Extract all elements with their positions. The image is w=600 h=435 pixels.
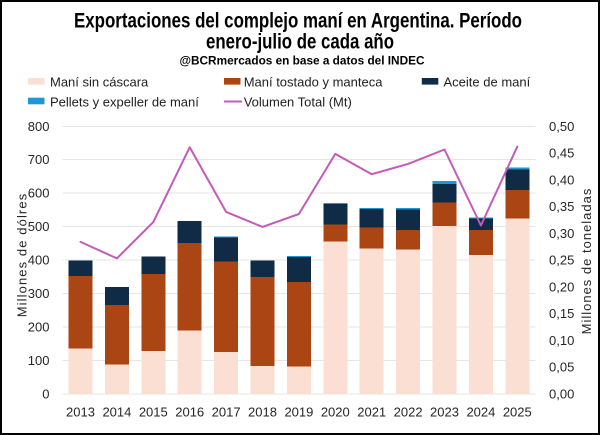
svg-text:500: 500 [28, 219, 50, 234]
svg-text:2025: 2025 [503, 404, 532, 419]
svg-text:Aceite de maní: Aceite de maní [444, 75, 531, 90]
svg-text:2015: 2015 [139, 404, 168, 419]
svg-text:0,35: 0,35 [549, 199, 574, 214]
svg-text:700: 700 [28, 152, 50, 167]
svg-text:Pellets y expeller de maní: Pellets y expeller de maní [50, 95, 199, 110]
svg-text:0: 0 [42, 386, 49, 401]
svg-text:2020: 2020 [321, 404, 350, 419]
svg-text:300: 300 [28, 286, 50, 301]
svg-text:2019: 2019 [284, 404, 313, 419]
svg-text:0,25: 0,25 [549, 253, 574, 268]
svg-text:2018: 2018 [248, 404, 277, 419]
svg-text:Maní tostado y manteca: Maní tostado y manteca [244, 75, 384, 90]
svg-text:Volumen Total (Mt): Volumen Total (Mt) [244, 95, 352, 110]
svg-text:Maní sin cáscara: Maní sin cáscara [50, 75, 149, 90]
svg-text:2022: 2022 [394, 404, 423, 419]
svg-text:Millones de toneladas: Millones de toneladas [579, 188, 594, 335]
svg-text:0,00: 0,00 [549, 386, 574, 401]
svg-text:0,40: 0,40 [549, 172, 574, 187]
svg-text:2023: 2023 [430, 404, 459, 419]
svg-text:0,20: 0,20 [549, 279, 574, 294]
svg-text:0,45: 0,45 [549, 146, 574, 161]
svg-text:2016: 2016 [175, 404, 204, 419]
svg-text:2013: 2013 [66, 404, 95, 419]
svg-text:Millones de dólres: Millones de dólres [15, 193, 30, 318]
svg-text:200: 200 [28, 319, 50, 334]
svg-text:0,15: 0,15 [549, 306, 574, 321]
svg-text:0,10: 0,10 [549, 333, 574, 348]
svg-text:2024: 2024 [466, 404, 495, 419]
svg-text:600: 600 [28, 186, 50, 201]
svg-text:Exportaciones del complejo man: Exportaciones del complejo maní en Argen… [74, 9, 522, 32]
svg-text:2014: 2014 [102, 404, 131, 419]
svg-text:0,30: 0,30 [549, 226, 574, 241]
svg-text:0,50: 0,50 [549, 119, 574, 134]
svg-text:@BCRmercados en base a datos d: @BCRmercados en base a datos del INDEC [180, 55, 425, 67]
svg-text:100: 100 [28, 353, 50, 368]
svg-text:400: 400 [28, 253, 50, 268]
svg-text:0,05: 0,05 [549, 360, 574, 375]
svg-text:2017: 2017 [212, 404, 241, 419]
svg-text:2021: 2021 [357, 404, 386, 419]
svg-text:800: 800 [28, 119, 50, 134]
svg-text:enero-julio de cada año: enero-julio de cada año [206, 31, 394, 54]
